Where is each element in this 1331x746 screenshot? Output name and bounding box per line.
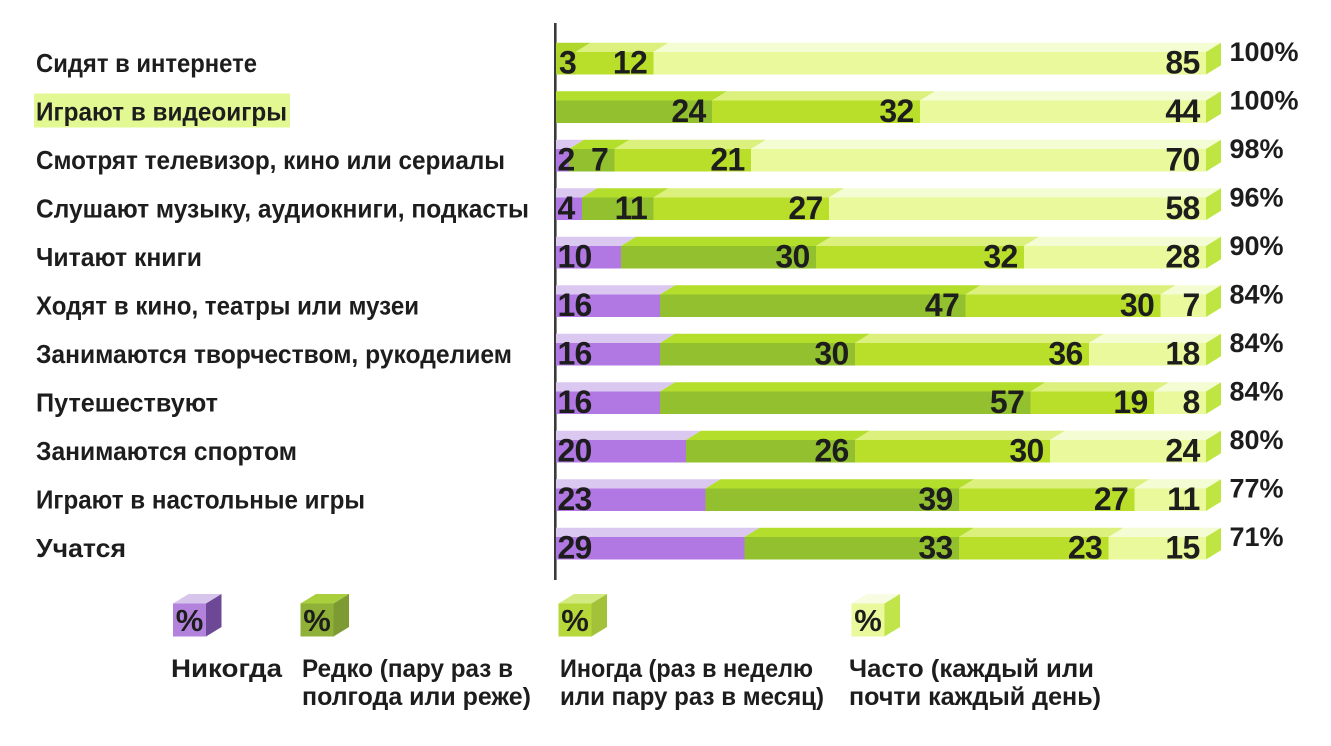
svg-text:84%: 84% (1230, 328, 1284, 358)
svg-text:Играют в настольные игры: Играют в настольные игры (36, 485, 365, 515)
svg-text:27: 27 (788, 190, 822, 226)
svg-text:100%: 100% (1230, 86, 1299, 116)
svg-text:12: 12 (613, 45, 647, 81)
svg-text:3: 3 (559, 45, 576, 81)
svg-text:или пару раз в месяц): или пару раз в месяц) (560, 683, 824, 711)
svg-text:47: 47 (925, 287, 959, 323)
svg-text:Часто (каждый или: Часто (каждый или (849, 655, 1094, 683)
svg-text:Иногда (раз в неделю: Иногда (раз в неделю (560, 655, 813, 683)
svg-text:24: 24 (1165, 433, 1200, 469)
svg-text:%: % (303, 603, 331, 638)
svg-text:57: 57 (990, 384, 1024, 420)
svg-text:16: 16 (558, 287, 592, 323)
svg-text:30: 30 (1009, 433, 1043, 469)
svg-text:29: 29 (558, 530, 592, 566)
svg-text:Учатся: Учатся (36, 533, 126, 563)
svg-text:28: 28 (1165, 239, 1199, 275)
svg-text:39: 39 (918, 481, 952, 517)
svg-text:Играют в видеоигры: Играют в видеоигры (36, 97, 287, 127)
svg-text:84%: 84% (1230, 377, 1284, 407)
svg-text:Редко (пару раз в: Редко (пару раз в (302, 655, 513, 683)
svg-text:30: 30 (814, 336, 848, 372)
svg-text:58: 58 (1165, 190, 1199, 226)
svg-text:Никогда: Никогда (171, 655, 283, 683)
svg-text:7: 7 (1182, 287, 1199, 323)
svg-text:10: 10 (558, 239, 592, 275)
svg-text:80%: 80% (1230, 425, 1284, 455)
svg-text:%: % (854, 603, 882, 638)
svg-text:24: 24 (671, 93, 706, 129)
svg-text:11: 11 (1167, 481, 1199, 517)
svg-text:15: 15 (1165, 530, 1199, 566)
svg-text:Путешествуют: Путешествуют (36, 388, 218, 418)
svg-text:почти каждый день): почти каждый день) (849, 683, 1101, 711)
svg-text:96%: 96% (1230, 183, 1284, 213)
svg-text:77%: 77% (1230, 474, 1284, 504)
svg-text:Читают книги: Читают книги (36, 242, 202, 272)
svg-text:%: % (561, 603, 589, 638)
svg-text:26: 26 (814, 433, 848, 469)
svg-text:18: 18 (1165, 336, 1199, 372)
svg-text:36: 36 (1048, 336, 1082, 372)
svg-text:4: 4 (558, 190, 576, 226)
svg-text:70: 70 (1165, 142, 1199, 178)
svg-text:27: 27 (1094, 481, 1128, 517)
svg-text:71%: 71% (1230, 522, 1284, 552)
svg-text:2: 2 (558, 142, 575, 178)
svg-text:Занимаются творчеством, рукоде: Занимаются творчеством, рукоделием (36, 339, 512, 369)
svg-text:Ходят в кино, театры или музеи: Ходят в кино, театры или музеи (36, 291, 419, 321)
svg-text:полгода или реже): полгода или реже) (302, 683, 531, 711)
svg-text:7: 7 (591, 142, 608, 178)
svg-text:30: 30 (1120, 287, 1154, 323)
svg-text:16: 16 (558, 384, 592, 420)
svg-text:16: 16 (558, 336, 592, 372)
svg-text:32: 32 (879, 93, 913, 129)
svg-text:33: 33 (918, 530, 952, 566)
svg-text:Занимаются спортом: Занимаются спортом (36, 436, 297, 466)
svg-text:85: 85 (1165, 45, 1199, 81)
svg-text:21: 21 (710, 142, 744, 178)
svg-text:Сидят в интернете: Сидят в интернете (36, 48, 257, 78)
svg-text:98%: 98% (1230, 134, 1284, 164)
svg-text:32: 32 (983, 239, 1017, 275)
svg-text:8: 8 (1182, 384, 1199, 420)
svg-text:90%: 90% (1230, 231, 1284, 261)
svg-text:23: 23 (1068, 530, 1102, 566)
svg-text:20: 20 (558, 433, 592, 469)
svg-text:84%: 84% (1230, 280, 1284, 310)
svg-text:Смотрят телевизор, кино или се: Смотрят телевизор, кино или сериалы (36, 145, 505, 175)
svg-text:11: 11 (615, 190, 647, 226)
svg-text:19: 19 (1113, 384, 1147, 420)
svg-text:44: 44 (1165, 93, 1200, 129)
svg-text:30: 30 (775, 239, 809, 275)
svg-text:23: 23 (558, 481, 592, 517)
svg-text:100%: 100% (1230, 37, 1299, 67)
svg-text:%: % (176, 603, 204, 638)
svg-text:Слушают музыку, аудиокниги, по: Слушают музыку, аудиокниги, подкасты (36, 194, 529, 224)
